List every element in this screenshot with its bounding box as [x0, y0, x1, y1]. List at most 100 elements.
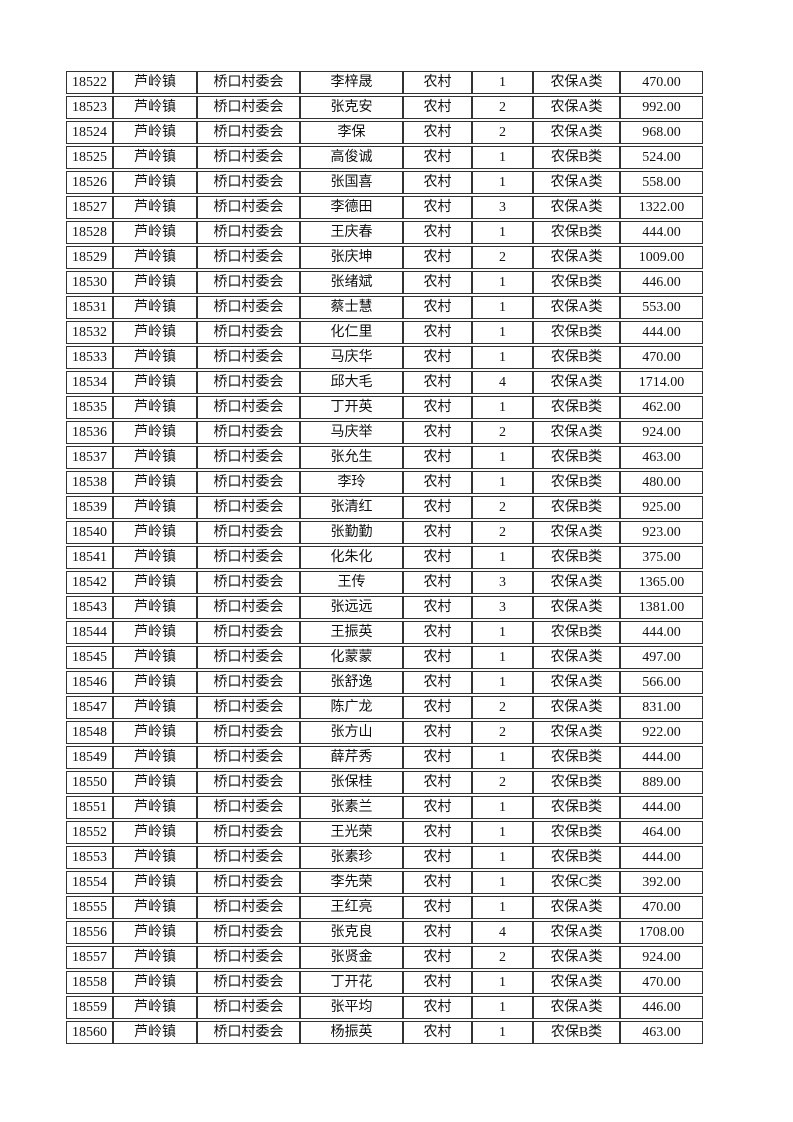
cell-village-committee: 桥口村委会 — [197, 421, 300, 444]
cell-town: 芦岭镇 — [113, 1021, 197, 1044]
table-row: 18541 芦岭镇 桥口村委会 化朱化 农村 1 农保B类 375.00 — [66, 546, 703, 569]
cell-insurance-category: 农保B类 — [533, 821, 620, 844]
cell-insurance-category: 农保A类 — [533, 596, 620, 619]
cell-record-id: 18533 — [66, 346, 113, 369]
cell-person-count: 2 — [472, 721, 533, 744]
cell-person-name: 薛芹秀 — [300, 746, 403, 769]
cell-amount: 553.00 — [620, 296, 703, 319]
cell-record-id: 18543 — [66, 596, 113, 619]
cell-record-id: 18530 — [66, 271, 113, 294]
cell-amount: 1365.00 — [620, 571, 703, 594]
cell-amount: 470.00 — [620, 346, 703, 369]
cell-insurance-category: 农保A类 — [533, 521, 620, 544]
cell-person-count: 1 — [472, 821, 533, 844]
cell-record-id: 18559 — [66, 996, 113, 1019]
cell-record-id: 18557 — [66, 946, 113, 969]
table-row: 18544 芦岭镇 桥口村委会 王振英 农村 1 农保B类 444.00 — [66, 621, 703, 644]
cell-village-committee: 桥口村委会 — [197, 721, 300, 744]
cell-person-count: 1 — [472, 221, 533, 244]
cell-amount: 444.00 — [620, 321, 703, 344]
table-row: 18536 芦岭镇 桥口村委会 马庆举 农村 2 农保A类 924.00 — [66, 421, 703, 444]
cell-insurance-category: 农保A类 — [533, 196, 620, 219]
cell-household-type: 农村 — [403, 396, 472, 419]
cell-village-committee: 桥口村委会 — [197, 346, 300, 369]
cell-household-type: 农村 — [403, 896, 472, 919]
cell-record-id: 18556 — [66, 921, 113, 944]
records-table-body: 18522 芦岭镇 桥口村委会 李梓晟 农村 1 农保A类 470.00 18523 芦岭镇 桥口村… — [66, 71, 703, 1044]
table-row: 18522 芦岭镇 桥口村委会 李梓晟 农村 1 农保A类 470.00 — [66, 71, 703, 94]
cell-amount: 444.00 — [620, 746, 703, 769]
cell-person-name: 化仁里 — [300, 321, 403, 344]
cell-insurance-category: 农保A类 — [533, 171, 620, 194]
cell-village-committee: 桥口村委会 — [197, 996, 300, 1019]
cell-person-name: 杨振英 — [300, 1021, 403, 1044]
cell-town: 芦岭镇 — [113, 696, 197, 719]
cell-village-committee: 桥口村委会 — [197, 521, 300, 544]
cell-person-count: 1 — [472, 896, 533, 919]
cell-amount: 1714.00 — [620, 371, 703, 394]
cell-person-name: 张克良 — [300, 921, 403, 944]
cell-amount: 444.00 — [620, 796, 703, 819]
cell-person-count: 1 — [472, 446, 533, 469]
cell-town: 芦岭镇 — [113, 546, 197, 569]
cell-town: 芦岭镇 — [113, 121, 197, 144]
cell-town: 芦岭镇 — [113, 371, 197, 394]
cell-household-type: 农村 — [403, 571, 472, 594]
cell-household-type: 农村 — [403, 721, 472, 744]
cell-person-name: 张允生 — [300, 446, 403, 469]
cell-household-type: 农村 — [403, 146, 472, 169]
cell-person-count: 1 — [472, 796, 533, 819]
cell-insurance-category: 农保A类 — [533, 646, 620, 669]
table-row: 18549 芦岭镇 桥口村委会 薛芹秀 农村 1 农保B类 444.00 — [66, 746, 703, 769]
cell-person-count: 1 — [472, 971, 533, 994]
cell-town: 芦岭镇 — [113, 571, 197, 594]
cell-record-id: 18560 — [66, 1021, 113, 1044]
cell-amount: 924.00 — [620, 421, 703, 444]
cell-insurance-category: 农保A类 — [533, 721, 620, 744]
cell-village-committee: 桥口村委会 — [197, 71, 300, 94]
cell-amount: 446.00 — [620, 271, 703, 294]
cell-person-name: 张庆坤 — [300, 246, 403, 269]
cell-household-type: 农村 — [403, 996, 472, 1019]
cell-person-count: 2 — [472, 121, 533, 144]
cell-person-count: 2 — [472, 246, 533, 269]
cell-town: 芦岭镇 — [113, 271, 197, 294]
cell-insurance-category: 农保B类 — [533, 1021, 620, 1044]
cell-household-type: 农村 — [403, 71, 472, 94]
cell-person-name: 高俊诚 — [300, 146, 403, 169]
cell-insurance-category: 农保B类 — [533, 146, 620, 169]
cell-person-name: 王庆春 — [300, 221, 403, 244]
cell-town: 芦岭镇 — [113, 421, 197, 444]
cell-household-type: 农村 — [403, 971, 472, 994]
cell-amount: 470.00 — [620, 71, 703, 94]
cell-person-name: 张远远 — [300, 596, 403, 619]
cell-record-id: 18545 — [66, 646, 113, 669]
cell-town: 芦岭镇 — [113, 471, 197, 494]
cell-town: 芦岭镇 — [113, 621, 197, 644]
cell-household-type: 农村 — [403, 921, 472, 944]
cell-record-id: 18555 — [66, 896, 113, 919]
cell-insurance-category: 农保B类 — [533, 321, 620, 344]
cell-person-name: 丁开花 — [300, 971, 403, 994]
cell-town: 芦岭镇 — [113, 921, 197, 944]
cell-household-type: 农村 — [403, 871, 472, 894]
cell-household-type: 农村 — [403, 196, 472, 219]
cell-insurance-category: 农保A类 — [533, 296, 620, 319]
cell-person-name: 张素珍 — [300, 846, 403, 869]
cell-person-name: 李德田 — [300, 196, 403, 219]
cell-village-committee: 桥口村委会 — [197, 946, 300, 969]
cell-person-count: 1 — [472, 746, 533, 769]
cell-person-name: 化蒙蒙 — [300, 646, 403, 669]
cell-record-id: 18524 — [66, 121, 113, 144]
cell-village-committee: 桥口村委会 — [197, 271, 300, 294]
table-row: 18545 芦岭镇 桥口村委会 化蒙蒙 农村 1 农保A类 497.00 — [66, 646, 703, 669]
cell-person-count: 1 — [472, 871, 533, 894]
table-row: 18560 芦岭镇 桥口村委会 杨振英 农村 1 农保B类 463.00 — [66, 1021, 703, 1044]
cell-insurance-category: 农保B类 — [533, 796, 620, 819]
cell-insurance-category: 农保A类 — [533, 246, 620, 269]
cell-record-id: 18525 — [66, 146, 113, 169]
cell-record-id: 18539 — [66, 496, 113, 519]
cell-amount: 392.00 — [620, 871, 703, 894]
table-row: 18546 芦岭镇 桥口村委会 张舒逸 农村 1 农保A类 566.00 — [66, 671, 703, 694]
